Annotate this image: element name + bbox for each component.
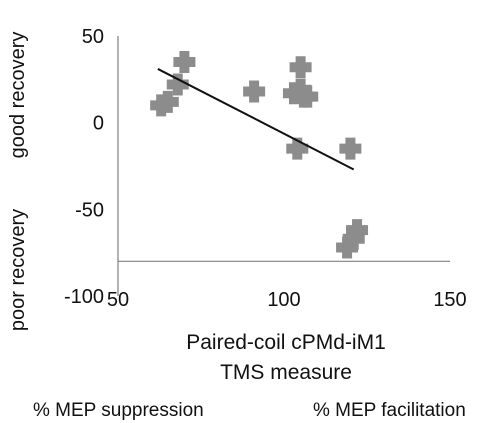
data-point-plus-marker bbox=[336, 236, 359, 259]
data-points bbox=[150, 51, 369, 259]
y-label-poor-recovery: poor recovery bbox=[7, 209, 29, 331]
data-point-plus-marker bbox=[173, 51, 196, 73]
y-tick-labels: 50 0 -50 -100 bbox=[64, 26, 104, 308]
data-point-plus-marker bbox=[339, 137, 362, 160]
data-point-plus-marker bbox=[286, 137, 309, 160]
axes bbox=[117, 36, 450, 296]
data-point-plus-marker bbox=[156, 90, 179, 113]
note-mep-suppression: % MEP suppression bbox=[33, 400, 204, 421]
note-mep-facilitation: % MEP facilitation bbox=[313, 400, 466, 421]
x-axis-title-line-1: Paired-coil cPMd-iM1 bbox=[186, 331, 386, 354]
y-tick-label: -100 bbox=[64, 286, 104, 308]
data-point-plus-marker bbox=[243, 80, 266, 103]
x-tick-label: 150 bbox=[433, 289, 466, 311]
y-tick-label: 50 bbox=[82, 26, 104, 48]
trendline bbox=[157, 68, 355, 171]
x-tick-label: 100 bbox=[267, 289, 300, 311]
data-point-plus-marker bbox=[346, 219, 369, 242]
x-tick-labels: 50 100 150 bbox=[107, 289, 467, 311]
data-point-plus-marker bbox=[289, 56, 312, 79]
data-point-plus-marker bbox=[292, 85, 315, 108]
y-tick-label: -50 bbox=[75, 199, 104, 221]
x-tick-label: 50 bbox=[107, 289, 129, 311]
y-tick-label: 0 bbox=[93, 113, 104, 135]
data-point-plus-marker bbox=[166, 73, 189, 96]
x-axis-title-line-2: TMS measure bbox=[220, 361, 352, 384]
y-label-good-recovery: good recovery bbox=[7, 32, 29, 159]
